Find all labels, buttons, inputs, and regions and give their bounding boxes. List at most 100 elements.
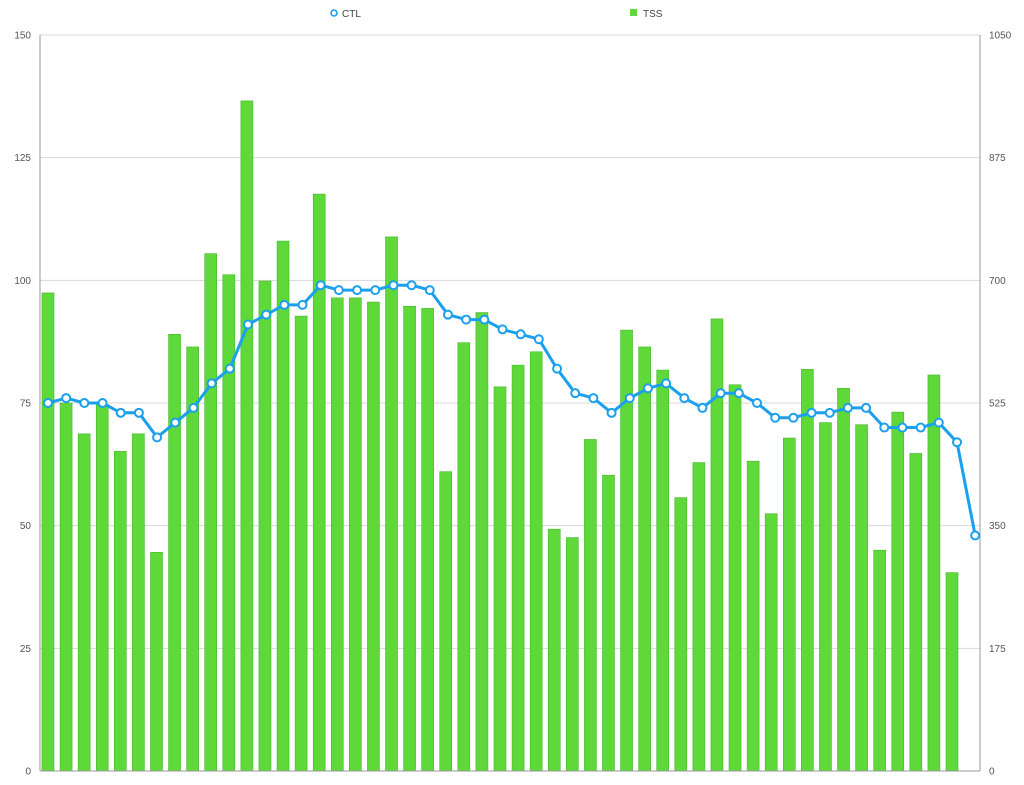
legend-ctl-label: CTL xyxy=(342,9,361,20)
right-tick-label: 350 xyxy=(989,521,1006,532)
left-tick-label: 100 xyxy=(14,276,31,287)
tss-bar xyxy=(819,422,832,772)
tss-bar xyxy=(222,274,236,772)
tss-bar xyxy=(475,312,489,772)
ctl-point xyxy=(879,422,890,433)
left-tick-label: 50 xyxy=(20,521,32,532)
ctl-point xyxy=(715,388,726,399)
ctl-point xyxy=(315,280,326,291)
tss-bar xyxy=(801,369,814,772)
axes xyxy=(39,35,981,772)
ctl-point xyxy=(861,402,872,413)
tss-bar xyxy=(855,424,868,772)
tss-bar xyxy=(367,301,380,772)
ctl-point xyxy=(497,324,508,335)
tss-bar xyxy=(276,240,290,772)
ctl-point xyxy=(606,407,617,418)
tss-bar xyxy=(114,451,127,772)
ctl-point xyxy=(242,319,253,330)
tss-bar xyxy=(204,253,218,772)
ctl-point xyxy=(224,363,235,374)
right-tick-label: 700 xyxy=(989,276,1006,287)
right-tick-label: 175 xyxy=(989,644,1006,655)
left-tick-label: 150 xyxy=(14,31,31,42)
tss-bar xyxy=(566,537,579,772)
tss-bar xyxy=(511,364,525,772)
tss-bar xyxy=(584,439,597,772)
ctl-point xyxy=(970,530,981,541)
ctl-point xyxy=(806,407,817,418)
tss-bar xyxy=(77,433,91,772)
ctl-point xyxy=(824,407,835,418)
ctl-point xyxy=(679,393,690,404)
tss-bar xyxy=(945,572,959,772)
tss-bar xyxy=(764,513,778,772)
tss-bar xyxy=(349,297,362,772)
ctl-point xyxy=(788,412,799,423)
tss-bar xyxy=(493,386,507,772)
ctl-point xyxy=(43,398,53,408)
tss-bar xyxy=(59,402,73,772)
tss-bar xyxy=(95,404,109,772)
ctl-point xyxy=(661,378,672,389)
ctl-point xyxy=(642,383,653,394)
tss-bar xyxy=(421,308,434,772)
right-tick-label: 0 xyxy=(989,767,995,778)
left-tick-label: 25 xyxy=(20,644,32,655)
ctl-point xyxy=(352,285,363,296)
ctl-point xyxy=(770,412,781,423)
ctl-point xyxy=(624,393,635,404)
tss-bar xyxy=(873,549,886,772)
tss-bar xyxy=(837,387,850,772)
ctl-point xyxy=(370,285,381,296)
ctl-point xyxy=(333,285,344,296)
ctl-point xyxy=(570,388,581,399)
tss-bar xyxy=(385,236,398,772)
ctl-series xyxy=(43,280,981,541)
tss-bar xyxy=(547,528,561,772)
ctl-point xyxy=(261,309,272,320)
ctl-point xyxy=(97,398,108,408)
tss-bar xyxy=(41,292,55,772)
tss-bar xyxy=(674,497,688,772)
ctl-point xyxy=(842,402,853,413)
tss-bar xyxy=(294,315,308,772)
tss-bar xyxy=(457,342,471,772)
left-tick-label: 0 xyxy=(25,767,31,778)
tss-bar xyxy=(168,334,181,772)
legend-ctl-marker xyxy=(330,9,338,17)
right-axis-ticks: 0 175 350 525 700 875 1050 xyxy=(989,31,1012,778)
ctl-point xyxy=(897,422,908,433)
right-tick-label: 1050 xyxy=(989,31,1012,42)
tss-bar xyxy=(150,552,163,772)
tss-bars xyxy=(41,100,959,772)
left-tick-label: 125 xyxy=(14,153,31,164)
ctl-point xyxy=(206,378,217,389)
tss-bar xyxy=(529,351,543,772)
tss-bar xyxy=(439,471,453,772)
ctl-point xyxy=(297,299,308,310)
left-axis-ticks: 0 25 50 75 100 125 150 xyxy=(14,31,31,778)
ctl-point xyxy=(552,363,563,374)
tss-bar xyxy=(782,437,796,772)
legend: CTL TSS xyxy=(330,9,663,20)
tss-bar xyxy=(132,433,145,772)
right-tick-label: 875 xyxy=(989,153,1006,164)
legend-tss-marker xyxy=(630,9,637,16)
tss-bar xyxy=(710,318,724,772)
ctl-line xyxy=(47,283,977,536)
tss-bar xyxy=(656,369,670,772)
tss-bar xyxy=(638,346,651,772)
tss-bar xyxy=(927,374,941,772)
ctl-point xyxy=(424,285,435,296)
tss-bar xyxy=(728,384,742,772)
tss-bar xyxy=(891,411,905,772)
ctl-point xyxy=(133,407,144,418)
ctl-point xyxy=(406,280,417,291)
ctl-point xyxy=(515,329,526,340)
tss-bar xyxy=(240,100,254,772)
ctl-point xyxy=(79,398,90,408)
ctl-point xyxy=(442,309,453,320)
ctl-point xyxy=(915,422,926,433)
ctl-point xyxy=(188,402,199,413)
